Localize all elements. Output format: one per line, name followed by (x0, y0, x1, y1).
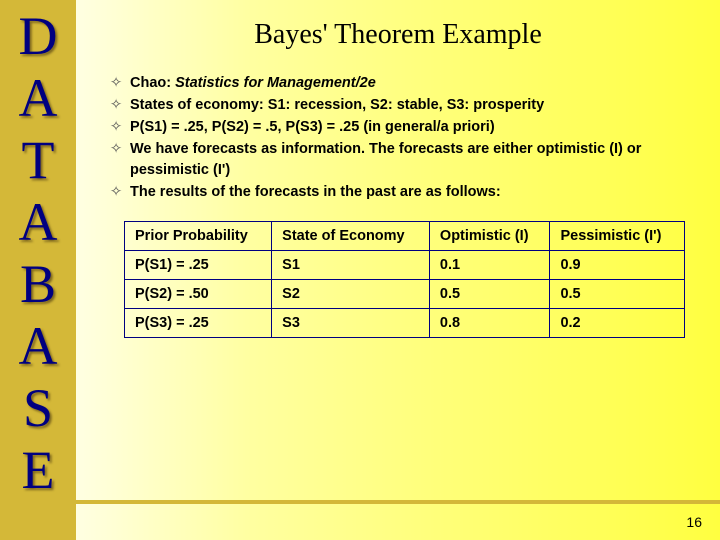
sidebar-letter: A (19, 191, 58, 253)
bullet-text: The results of the forecasts in the past… (130, 182, 690, 203)
table-body: P(S1) = .25S10.10.9P(S2) = .50S20.50.5P(… (125, 251, 685, 338)
table-cell: P(S2) = .50 (125, 280, 272, 309)
slide: DATABASE Bayes' Theorem Example ✧Chao: S… (0, 0, 720, 540)
bullet-text: We have forecasts as information. The fo… (130, 139, 690, 181)
bullet-glyph-icon: ✧ (110, 139, 130, 160)
bullet-item: ✧States of economy: S1: recession, S2: s… (110, 95, 690, 116)
sidebar-letter: E (22, 439, 55, 501)
sidebar-letter: T (22, 129, 55, 191)
table-row: P(S2) = .50S20.50.5 (125, 280, 685, 309)
table-header-cell: State of Economy (272, 222, 430, 251)
bullet-item: ✧P(S1) = .25, P(S2) = .5, P(S3) = .25 (i… (110, 117, 690, 138)
bullet-glyph-icon: ✧ (110, 117, 130, 138)
table-cell: S2 (272, 280, 430, 309)
sidebar-letter: B (20, 253, 56, 315)
bullet-item: ✧We have forecasts as information. The f… (110, 139, 690, 181)
table-cell: 0.5 (550, 280, 684, 309)
sidebar-letter: A (19, 315, 58, 377)
table-cell: 0.2 (550, 309, 684, 338)
table-cell: 0.5 (429, 280, 550, 309)
bullet-text: States of economy: S1: recession, S2: st… (130, 95, 690, 116)
table-cell: 0.8 (429, 309, 550, 338)
sidebar-letter: S (23, 377, 53, 439)
sidebar-letter: D (19, 5, 58, 67)
table-cell: 0.1 (429, 251, 550, 280)
table-cell: S3 (272, 309, 430, 338)
page-number: 16 (686, 514, 702, 530)
table-row: P(S3) = .25S30.80.2 (125, 309, 685, 338)
sidebar: DATABASE (0, 0, 76, 540)
bullet-text: Chao: Statistics for Management/2e (130, 73, 690, 94)
table-cell: P(S1) = .25 (125, 251, 272, 280)
probability-table: Prior ProbabilityState of EconomyOptimis… (124, 221, 685, 338)
table-cell: 0.9 (550, 251, 684, 280)
bullet-item: ✧Chao: Statistics for Management/2e (110, 73, 690, 94)
table-cell: P(S3) = .25 (125, 309, 272, 338)
page-title: Bayes' Theorem Example (106, 19, 690, 51)
bullet-list: ✧Chao: Statistics for Management/2e✧Stat… (106, 73, 690, 203)
bullet-glyph-icon: ✧ (110, 73, 130, 94)
table-header-cell: Pessimistic (I') (550, 222, 684, 251)
table-cell: S1 (272, 251, 430, 280)
table-header-row: Prior ProbabilityState of EconomyOptimis… (125, 222, 685, 251)
table-header-cell: Optimistic (I) (429, 222, 550, 251)
bullet-item: ✧The results of the forecasts in the pas… (110, 182, 690, 203)
main-content: Bayes' Theorem Example ✧Chao: Statistics… (76, 0, 720, 540)
bullet-text: P(S1) = .25, P(S2) = .5, P(S3) = .25 (in… (130, 117, 690, 138)
table-header-cell: Prior Probability (125, 222, 272, 251)
bullet-glyph-icon: ✧ (110, 95, 130, 116)
sidebar-letter: A (19, 67, 58, 129)
bullet-glyph-icon: ✧ (110, 182, 130, 203)
table-row: P(S1) = .25S10.10.9 (125, 251, 685, 280)
bottom-divider (76, 500, 720, 504)
